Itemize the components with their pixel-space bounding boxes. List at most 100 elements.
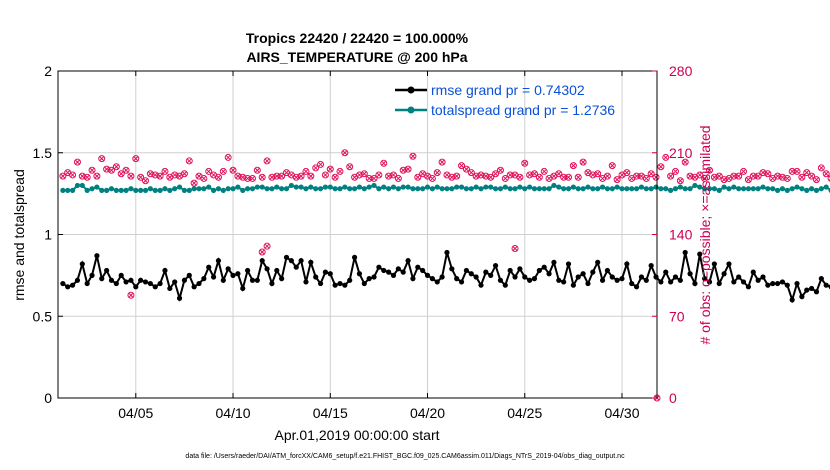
spread-point xyxy=(186,187,192,193)
obs-possible-marker xyxy=(633,172,641,180)
rmse-point xyxy=(760,274,766,280)
y2-tick-label: 70 xyxy=(669,308,685,324)
rmse-point xyxy=(245,267,251,274)
spread-point xyxy=(429,186,435,192)
spread-point xyxy=(254,184,260,190)
spread-point xyxy=(99,187,105,193)
obs-possible-marker xyxy=(783,174,791,182)
rmse-point xyxy=(123,279,129,285)
obs-possible-marker xyxy=(594,170,602,178)
spread-point xyxy=(65,187,71,193)
rmse-point xyxy=(633,284,640,290)
rmse-point xyxy=(249,277,256,283)
spread-point xyxy=(167,187,173,193)
obs-possible-marker xyxy=(671,167,679,175)
spread-point xyxy=(774,187,781,193)
obs-assimilated-marker xyxy=(293,174,299,180)
obs-possible-marker xyxy=(569,162,577,170)
obs-assimilated-marker xyxy=(313,165,319,171)
obs-assimilated-marker xyxy=(434,170,440,175)
obs-possible-marker xyxy=(715,172,723,180)
rmse-point xyxy=(702,276,708,282)
obs-possible-marker xyxy=(142,177,150,185)
x-tick-label: 04/05 xyxy=(118,405,153,421)
obs-assimilated-marker xyxy=(104,166,109,172)
spread-point xyxy=(483,184,489,190)
rmse-point xyxy=(716,280,722,287)
spread-point xyxy=(488,184,494,190)
obs-assimilated-marker xyxy=(128,292,134,298)
spread-point xyxy=(235,184,241,190)
spread-point xyxy=(259,184,265,190)
obs-possible-marker xyxy=(404,165,412,173)
rmse-point xyxy=(444,249,450,256)
rmse-point xyxy=(138,277,144,283)
obs-assimilated-marker xyxy=(99,156,105,161)
spread-point xyxy=(74,182,81,189)
spread-point xyxy=(351,186,358,192)
obs-assimilated-marker xyxy=(731,173,737,179)
spread-point xyxy=(590,186,596,192)
obs-possible-marker xyxy=(200,174,208,182)
rmse-point xyxy=(162,267,168,274)
rmse-point xyxy=(74,277,81,283)
obs-assimilated-marker xyxy=(580,159,586,165)
rmse-point xyxy=(429,276,435,282)
rmse-point xyxy=(561,279,567,285)
rmse-point xyxy=(167,285,173,292)
spread-point xyxy=(570,184,576,190)
legend: rmse grand pr = 0.74302 totalspread gran… xyxy=(395,82,615,118)
obs-possible-marker xyxy=(462,165,470,173)
rmse-point xyxy=(230,272,236,278)
obs-assimilated-marker xyxy=(488,174,494,180)
rmse-point xyxy=(629,280,635,287)
obs-assimilated-marker xyxy=(473,173,479,179)
spread-point xyxy=(386,186,392,192)
obs-assimilated-marker xyxy=(376,172,382,178)
obs-assimilated-marker xyxy=(804,170,810,175)
spread-point xyxy=(599,184,606,190)
spread-point xyxy=(794,184,800,190)
obs-assimilated-marker xyxy=(736,173,742,179)
spread-point xyxy=(332,186,338,192)
spread-point xyxy=(118,187,124,193)
spread-point xyxy=(580,186,586,192)
obs-possible-marker xyxy=(122,166,130,174)
obs-assimilated-marker xyxy=(391,172,396,178)
rmse-point xyxy=(755,277,761,283)
obs-possible-marker xyxy=(117,170,125,178)
spread-point xyxy=(361,186,367,192)
rmse-point xyxy=(152,284,158,290)
rmse-point xyxy=(585,280,591,287)
rmse-point xyxy=(293,264,299,270)
spread-point xyxy=(356,184,363,190)
obs-assimilated-marker xyxy=(240,174,246,180)
obs-assimilated-marker xyxy=(449,174,455,180)
spread-point xyxy=(264,186,270,192)
spread-point xyxy=(133,187,139,193)
rmse-point xyxy=(206,264,212,270)
obs-assimilated-marker xyxy=(444,172,450,178)
rmse-point xyxy=(181,277,188,283)
obs-assimilated-marker xyxy=(94,173,100,179)
obs-assimilated-marker xyxy=(590,172,596,178)
rmse-point xyxy=(405,258,411,264)
spread-point xyxy=(604,186,611,192)
obs-assimilated-marker xyxy=(746,177,751,182)
spread-point xyxy=(210,187,217,193)
rmse-point xyxy=(60,280,66,287)
rmse-point xyxy=(454,276,460,282)
obs-possible-marker xyxy=(302,167,310,175)
rmse-point xyxy=(614,277,620,283)
obs-assimilated-marker xyxy=(498,167,503,173)
obs-assimilated-marker xyxy=(177,173,182,179)
spread-point xyxy=(711,186,717,192)
rmse-point xyxy=(463,267,470,274)
obs-assimilated-marker xyxy=(677,178,683,184)
obs-possible-marker xyxy=(263,242,271,250)
obs-assimilated-marker xyxy=(284,170,289,175)
rmse-point xyxy=(84,280,90,287)
spread-point xyxy=(225,186,231,192)
spread-point xyxy=(517,184,523,190)
rmse-point xyxy=(235,271,241,277)
